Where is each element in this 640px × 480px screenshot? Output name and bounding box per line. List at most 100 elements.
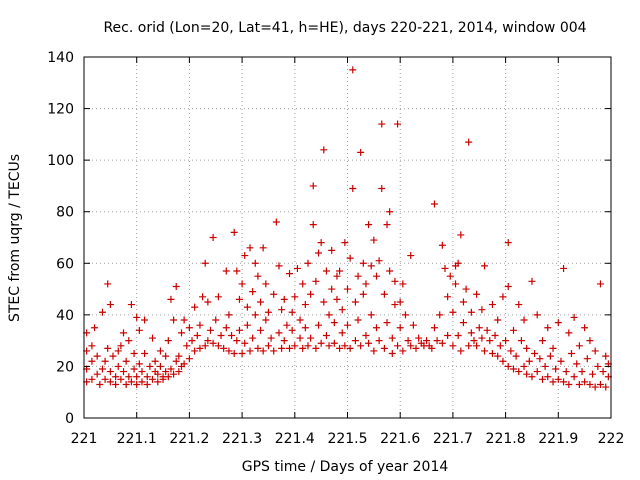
data-point	[367, 262, 375, 270]
data-point	[399, 280, 407, 288]
data-point	[246, 347, 254, 355]
data-point	[228, 331, 236, 339]
data-point	[388, 334, 396, 342]
data-point	[135, 326, 143, 334]
data-point	[596, 380, 604, 388]
data-point	[278, 306, 286, 314]
data-point	[98, 308, 106, 316]
data-point	[270, 347, 278, 355]
data-point	[309, 182, 317, 190]
data-point	[259, 244, 267, 252]
data-point	[365, 221, 373, 229]
data-point	[209, 339, 217, 347]
data-point	[538, 337, 546, 345]
data-point	[235, 295, 243, 303]
data-point	[491, 331, 499, 339]
data-point	[114, 347, 122, 355]
data-point	[465, 138, 473, 146]
data-point	[133, 373, 141, 381]
data-point	[149, 334, 157, 342]
data-point	[370, 347, 378, 355]
data-point	[162, 368, 170, 376]
data-point	[359, 290, 367, 298]
data-point	[275, 262, 283, 270]
data-point	[141, 350, 149, 358]
data-point	[578, 368, 586, 376]
data-point	[167, 365, 175, 373]
data-point	[183, 342, 191, 350]
data-point	[330, 319, 338, 327]
data-point	[409, 321, 417, 329]
data-point	[581, 378, 589, 386]
data-point	[164, 337, 172, 345]
data-point	[583, 355, 591, 363]
data-point	[220, 344, 228, 352]
data-point	[438, 339, 446, 347]
data-point	[299, 280, 307, 288]
data-point	[280, 295, 288, 303]
data-point	[386, 267, 394, 275]
data-point	[383, 221, 391, 229]
data-point	[494, 316, 502, 324]
data-point	[241, 339, 249, 347]
data-point	[399, 347, 407, 355]
data-point	[96, 380, 104, 388]
data-point	[212, 316, 220, 324]
data-point	[341, 239, 349, 247]
data-point	[457, 347, 465, 355]
data-point	[457, 231, 465, 239]
data-point	[523, 370, 531, 378]
data-point	[412, 344, 420, 352]
data-point	[515, 301, 523, 309]
data-point	[101, 357, 109, 365]
data-point	[143, 380, 151, 388]
data-point	[560, 264, 568, 272]
data-point	[401, 311, 409, 319]
data-point	[344, 285, 351, 293]
data-point	[407, 252, 415, 260]
data-point	[557, 357, 565, 365]
data-point	[230, 350, 238, 358]
data-point	[357, 342, 365, 350]
data-point	[149, 375, 157, 383]
data-point	[523, 344, 531, 352]
data-point	[204, 298, 212, 306]
data-point	[288, 308, 296, 316]
data-point	[581, 324, 589, 332]
data-point	[473, 342, 481, 350]
data-point	[441, 264, 449, 272]
data-point	[225, 311, 233, 319]
data-point	[156, 362, 164, 370]
data-point	[114, 362, 122, 370]
data-point	[88, 357, 96, 365]
data-point	[230, 228, 238, 236]
data-point	[338, 306, 346, 314]
data-point	[312, 277, 320, 285]
data-point	[127, 378, 135, 386]
data-point	[344, 321, 351, 329]
data-point	[602, 383, 610, 391]
data-point	[185, 324, 193, 332]
data-point	[354, 316, 362, 324]
data-point	[396, 324, 404, 332]
data-point	[222, 324, 230, 332]
data-point	[154, 370, 162, 378]
data-point	[143, 373, 151, 381]
data-point	[91, 324, 99, 332]
data-point	[259, 347, 267, 355]
y-tick-label: 0	[65, 411, 74, 427]
data-point	[462, 285, 470, 293]
data-point	[120, 368, 128, 376]
data-point	[125, 373, 133, 381]
data-point	[117, 342, 125, 350]
data-point	[367, 311, 375, 319]
data-point	[446, 272, 454, 280]
data-point	[454, 331, 462, 339]
data-point	[185, 355, 193, 363]
data-point	[299, 344, 307, 352]
data-point	[349, 185, 357, 193]
chart-title: Rec. orid (Lon=20, Lat=41, h=HE), days 2…	[103, 20, 586, 36]
data-point	[378, 185, 386, 193]
data-point	[133, 313, 141, 321]
data-point	[483, 326, 491, 334]
